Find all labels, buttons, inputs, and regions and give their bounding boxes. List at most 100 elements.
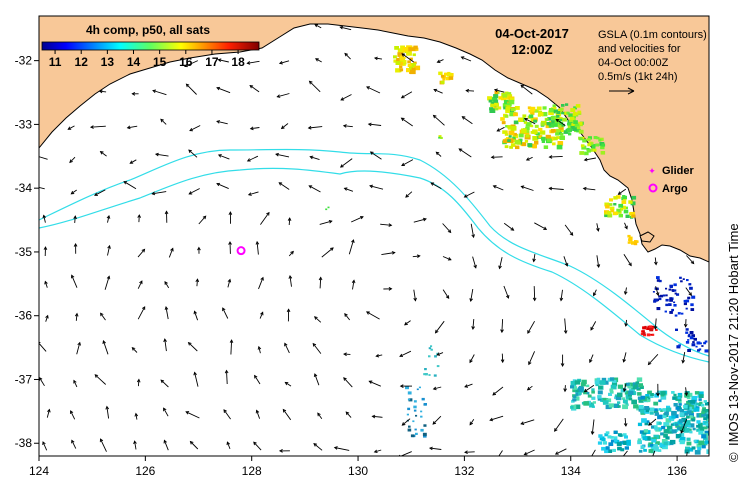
sst-pixel: [651, 333, 655, 336]
sst-pixel: [698, 391, 704, 396]
sst-pixel: [413, 61, 417, 65]
sst-pixel: [395, 68, 401, 73]
sst-pixel: [406, 68, 412, 73]
sst-pixel: [691, 295, 696, 299]
plot-area: [39, 16, 709, 456]
velocity-arrow: [348, 239, 354, 255]
sst-pixel: [531, 143, 537, 148]
sst-pixel: [596, 377, 601, 381]
sst-pixel: [703, 341, 707, 345]
velocity-arrow: [164, 281, 170, 289]
sst-pixel: [604, 449, 609, 454]
sst-pixel: [612, 211, 617, 216]
sst-pixel: [448, 76, 454, 80]
velocity-arrow: [555, 119, 566, 126]
sst-pixel: [578, 121, 583, 126]
arrow-head-icon: [163, 439, 167, 444]
sst-pixel: [413, 400, 417, 403]
sst-pixel: [570, 380, 577, 386]
sst-pixel: [505, 106, 511, 111]
sst-pixel: [598, 385, 603, 390]
lon-tick-label: 126: [135, 464, 155, 478]
sst-pixel: [570, 108, 576, 112]
arrow-head-icon: [288, 274, 293, 279]
sst-pixel: [591, 390, 595, 394]
sst-pixel: [655, 287, 659, 291]
arrow-head-icon: [163, 338, 167, 343]
arrow-head-icon: [368, 380, 373, 384]
velocity-arrow: [654, 257, 657, 265]
sst-pixel: [605, 405, 611, 410]
sst-pixel: [494, 102, 498, 106]
sst-pixel: [423, 424, 427, 427]
sst-pixel: [510, 143, 516, 147]
velocity-arrow: [401, 53, 414, 63]
arrow-head-icon: [227, 278, 232, 283]
arrow-head-icon: [77, 341, 81, 346]
arrow-head-icon: [189, 440, 194, 445]
sst-pixel: [409, 57, 413, 61]
arrow-head-icon: [432, 421, 437, 425]
arrow-head-icon: [520, 84, 525, 89]
arrow-head-icon: [654, 261, 658, 266]
sst-pixel: [556, 128, 561, 133]
sst-pixel: [502, 130, 507, 134]
velocity-arrow: [42, 441, 48, 451]
sst-pixel: [655, 328, 658, 331]
sst-pixel: [613, 438, 618, 442]
sst-pixel: [663, 433, 668, 438]
sst-pixel: [671, 391, 675, 394]
arrow-head-icon: [105, 405, 110, 410]
sst-pixel: [653, 434, 659, 440]
sst-pixel: [608, 442, 614, 446]
velocity-arrow: [368, 123, 382, 126]
sst-pixel: [547, 117, 552, 121]
sst-pixel: [697, 446, 702, 451]
arrow-head-icon: [656, 392, 660, 397]
sst-pixel: [567, 125, 572, 129]
sst-pixel: [528, 109, 533, 113]
sst-pixel: [420, 410, 423, 413]
arrow-head-icon: [197, 246, 201, 251]
sst-pixel: [610, 209, 615, 213]
arrow-head-icon: [216, 182, 221, 187]
arrow-head-icon: [367, 122, 372, 127]
arrow-head-icon: [413, 297, 417, 302]
sst-pixel: [668, 429, 674, 434]
velocity-arrow: [135, 413, 138, 420]
sst-pixel: [637, 392, 642, 396]
sst-pixel: [428, 355, 431, 358]
sst-pixel: [592, 148, 597, 152]
sst-pixel: [594, 378, 599, 382]
sst-pixel: [701, 345, 704, 347]
velocity-arrow: [288, 218, 291, 226]
velocity-arrow: [652, 450, 656, 456]
sst-pixel: [553, 123, 558, 127]
lat-tick-label: -38: [15, 436, 33, 450]
sst-pixel: [683, 404, 688, 409]
sst-pixel: [687, 392, 693, 397]
sst-pixel: [647, 390, 652, 395]
velocity-arrow: [43, 215, 46, 223]
sst-pixel: [704, 409, 709, 412]
sst-pixel: [697, 349, 700, 352]
velocity-arrow: [432, 415, 442, 425]
velocity-arrow: [160, 379, 169, 388]
velocity-arrow: [584, 157, 596, 161]
sst-pixel: [536, 106, 542, 111]
sst-pixel: [527, 143, 533, 147]
sst-pixel: [668, 303, 672, 306]
velocity-arrow: [67, 125, 75, 130]
sst-pixel: [618, 442, 622, 446]
sst-pixel: [518, 133, 524, 138]
velocity-arrow: [152, 90, 167, 96]
sst-pixel: [504, 114, 509, 118]
sst-pixel: [617, 392, 623, 397]
sst-pixel: [643, 333, 646, 337]
sst-pixel: [640, 395, 646, 400]
arrow-head-icon: [583, 157, 588, 162]
sst-pixel: [487, 96, 493, 101]
sst-pixel: [561, 123, 565, 127]
arrow-head-icon: [343, 377, 347, 381]
sst-pixel: [689, 331, 694, 335]
